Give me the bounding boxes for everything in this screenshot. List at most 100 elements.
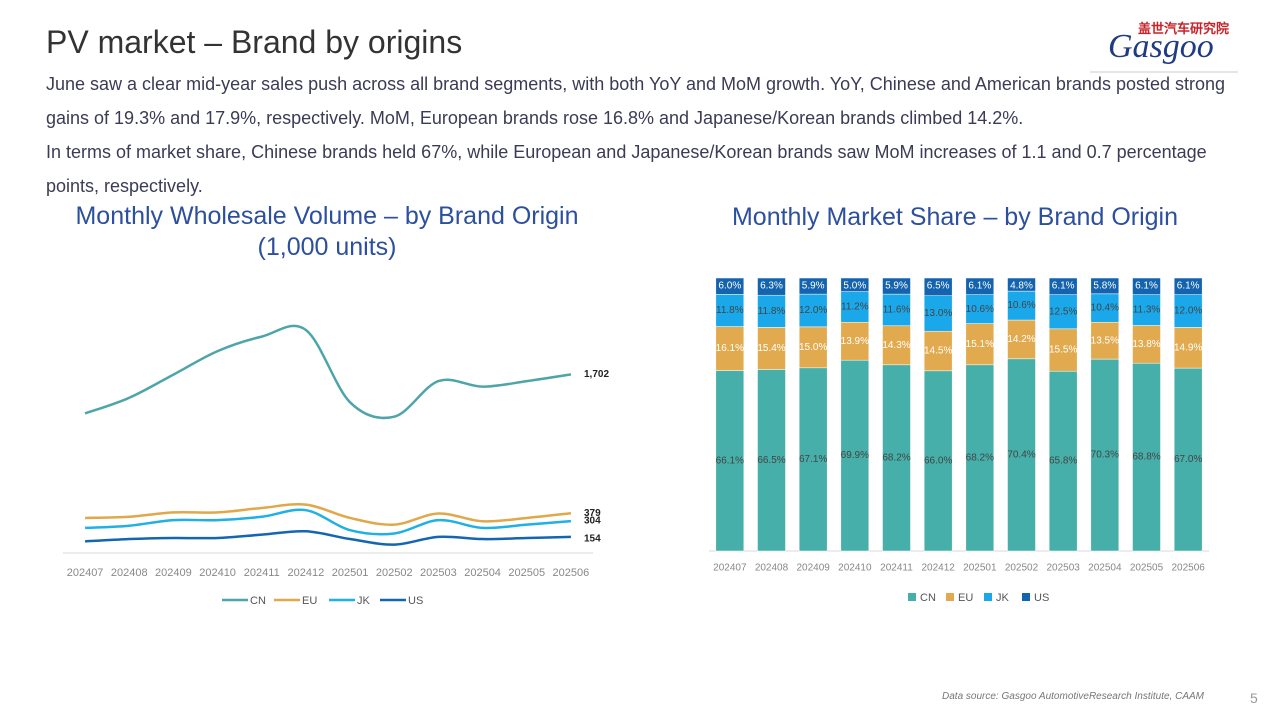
bar-segment: [715, 326, 745, 371]
logo-cn: 盖世汽车研究院: [1138, 21, 1230, 36]
bar-segment: [840, 277, 870, 292]
data-label: 10.6%: [966, 304, 994, 315]
data-label: 70.3%: [1091, 450, 1119, 461]
bar-segment: [1132, 294, 1161, 326]
data-label: 13.9%: [841, 336, 869, 347]
x-tick-label: 202411: [244, 567, 280, 579]
legend-label: EU: [302, 595, 317, 607]
x-tick-label: 202505: [508, 567, 545, 579]
data-label: 15.5%: [1049, 345, 1077, 356]
data-label: 66.0%: [924, 456, 952, 467]
legend-label: JK: [357, 595, 371, 607]
data-label: 11.3%: [1133, 305, 1161, 316]
bar-segment: [1007, 358, 1036, 552]
data-label: 13.0%: [924, 308, 952, 319]
end-label: 304: [584, 516, 601, 527]
x-tick-label: 202504: [1088, 563, 1122, 574]
x-tick-label: 202412: [921, 563, 955, 574]
bar-segment: [882, 364, 911, 552]
bar-segment: [715, 277, 745, 295]
bar-segment: [757, 327, 786, 370]
data-label: 15.1%: [966, 339, 994, 350]
data-label: 70.4%: [1007, 450, 1035, 461]
x-tick-label: 202407: [67, 567, 104, 579]
x-tick-label: 202407: [713, 563, 747, 574]
data-label: 68.2%: [966, 453, 994, 464]
bar-segment: [1048, 277, 1078, 295]
series-line: [85, 508, 572, 536]
data-label: 13.5%: [1091, 335, 1119, 346]
x-tick-label: 202410: [199, 567, 236, 579]
bar-segment: [798, 367, 828, 552]
data-label: 69.9%: [841, 450, 869, 461]
data-label: 13.8%: [1132, 339, 1160, 350]
data-label: 68.2%: [882, 453, 910, 464]
x-tick-label: 202410: [838, 563, 872, 574]
data-label: 5.8%: [1093, 281, 1116, 292]
bar-segment: [840, 359, 870, 552]
series-line: [85, 529, 571, 546]
chart-title: Monthly Wholesale Volume – by Brand Orig…: [75, 202, 579, 261]
data-label: 10.6%: [1007, 300, 1035, 311]
bar-segment: [1048, 328, 1078, 372]
series-line: [85, 502, 572, 526]
bar-segment: [757, 277, 786, 296]
bar-segment: [1007, 277, 1036, 292]
bar-segment: [798, 277, 828, 295]
end-label: 154: [584, 533, 601, 544]
bar-segment: [1048, 370, 1078, 552]
legend-label: CN: [920, 592, 936, 604]
logo-en: Gasgoo: [1108, 28, 1214, 65]
bar-segment: [882, 325, 911, 366]
page-number: 5: [1250, 690, 1258, 706]
data-label: 6.0%: [718, 281, 741, 292]
data-label: 11.2%: [841, 302, 869, 313]
slide-title: PV market – Brand by origins: [46, 24, 463, 60]
legend-marker: [908, 593, 916, 601]
data-label: 6.3%: [760, 281, 783, 292]
x-tick-label: 202503: [420, 567, 457, 579]
data-label: 67.0%: [1174, 454, 1202, 465]
data-label: 4.8%: [1010, 281, 1033, 292]
data-label: 11.8%: [716, 305, 744, 316]
bar-segment: [798, 293, 828, 328]
data-label: 66.1%: [716, 455, 744, 466]
bar-segment: [840, 321, 870, 361]
data-label: 6.5%: [927, 281, 950, 292]
data-label: 14.9%: [1174, 342, 1202, 353]
x-tick-label: 202501: [332, 567, 369, 579]
bar-segment: [965, 277, 995, 295]
data-label: 14.2%: [1007, 334, 1035, 345]
data-label: 14.5%: [924, 346, 952, 357]
data-label: 12.0%: [1174, 306, 1202, 317]
bar-segment: [715, 294, 745, 327]
end-label: 1,702: [584, 369, 609, 380]
legend-label: US: [408, 595, 423, 607]
bar-segment: [882, 277, 911, 295]
x-tick-label: 202506: [553, 567, 590, 579]
data-label: 6.1%: [968, 281, 991, 292]
chart-title: Monthly Market Share – by Brand Origin: [731, 203, 1179, 231]
data-label: 12.5%: [1049, 306, 1077, 317]
data-label: 68.8%: [1132, 452, 1160, 463]
x-tick-label: 202504: [464, 567, 501, 579]
data-label: 15.0%: [799, 342, 827, 353]
data-label: 16.1%: [716, 343, 744, 354]
paragraph: In terms of market share, Chinese brands…: [46, 142, 1207, 196]
data-label: 14.3%: [882, 340, 910, 351]
x-tick-label: 202409: [155, 567, 192, 579]
bar-segment: [1007, 290, 1036, 321]
legend-label: EU: [958, 592, 973, 604]
x-tick-label: 202501: [963, 563, 997, 574]
bar-segment: [923, 330, 953, 372]
data-label: 6.1%: [1177, 281, 1200, 292]
x-tick-label: 202411: [880, 563, 913, 574]
legend-marker: [946, 593, 954, 601]
data-label: 15.4%: [757, 343, 785, 354]
data-label: 65.8%: [1049, 456, 1077, 467]
data-label: 6.1%: [1135, 281, 1158, 292]
data-label: 66.5%: [757, 455, 785, 466]
bar-segment: [798, 326, 828, 369]
bar-segment: [1132, 362, 1161, 552]
